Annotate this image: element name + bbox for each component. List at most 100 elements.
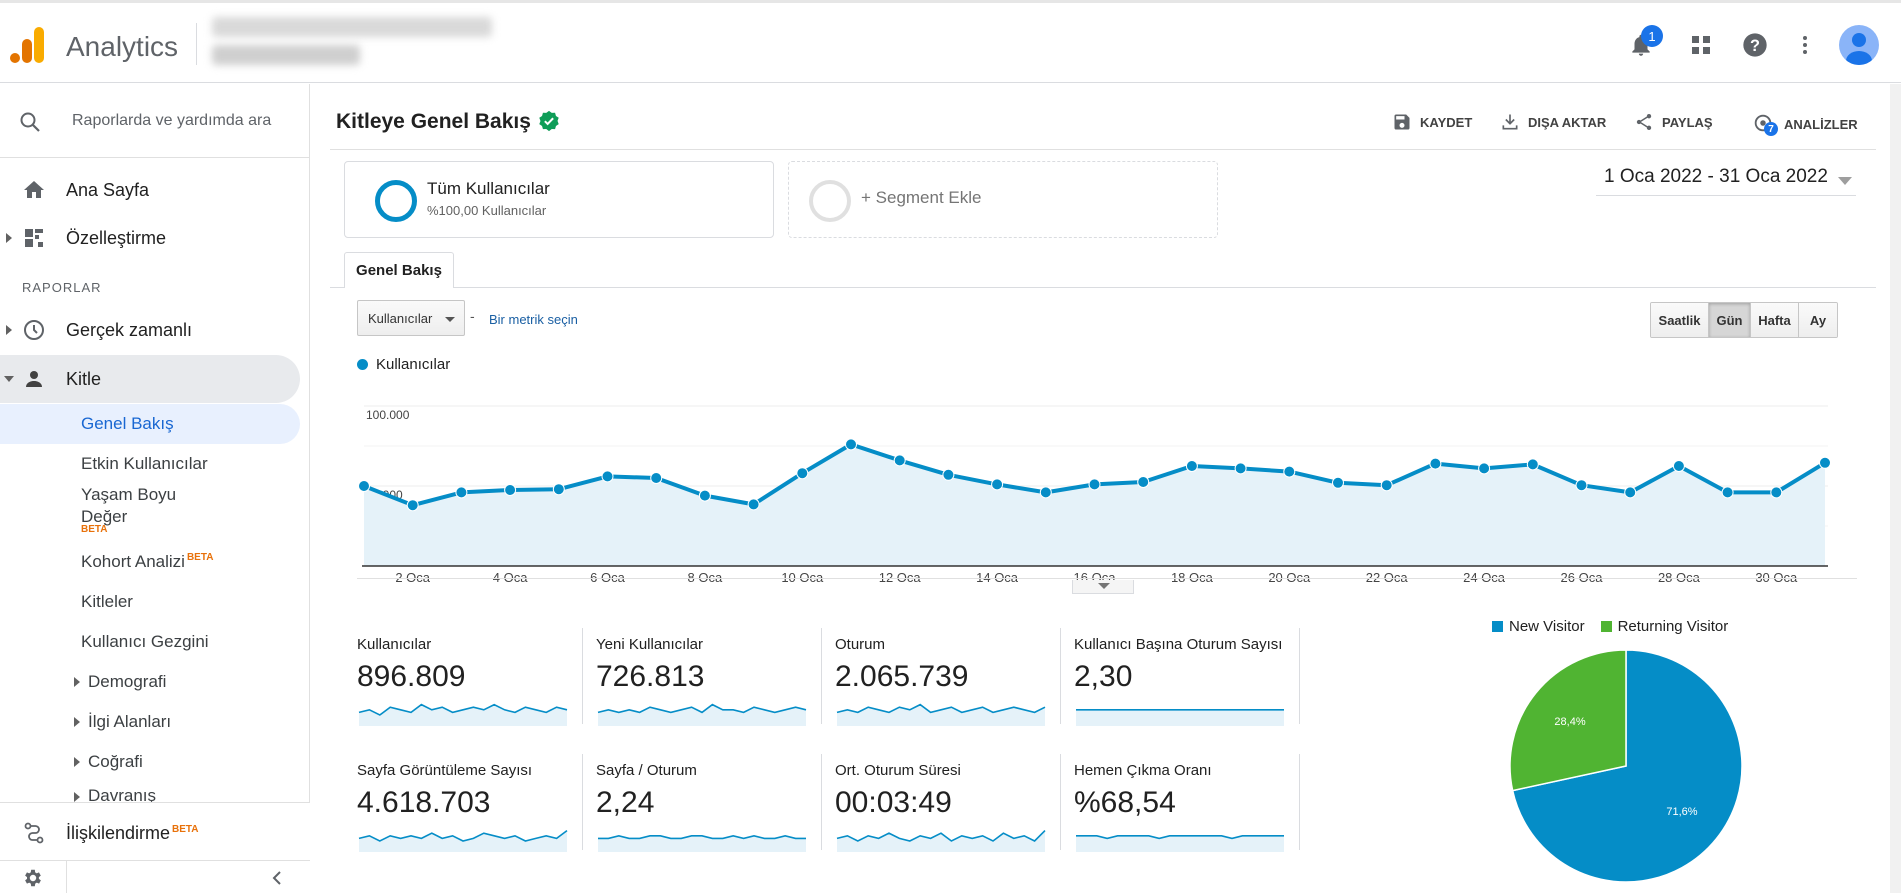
- help-button[interactable]: ?: [1739, 29, 1771, 61]
- sidebar-subitem-lifetime-value[interactable]: Yaşam Boyu Değer BETA: [0, 482, 300, 535]
- tab-overview[interactable]: Genel Bakış: [344, 252, 454, 288]
- sidebar-subitem-active-users[interactable]: Etkin Kullanıcılar: [0, 444, 300, 484]
- data-point[interactable]: [504, 484, 517, 496]
- sidebar-subitem-overview[interactable]: Genel Bakış: [0, 404, 300, 444]
- metric-value: 726.813: [596, 660, 705, 693]
- sidebar-item-audience[interactable]: Kitle: [0, 355, 300, 403]
- page-scrollbar[interactable]: [1890, 84, 1901, 893]
- sidebar-item-customization[interactable]: Özelleştirme: [0, 214, 300, 262]
- data-point[interactable]: [552, 483, 565, 496]
- collapse-sidebar-icon[interactable]: [270, 871, 284, 885]
- data-point[interactable]: [698, 489, 711, 502]
- data-point[interactable]: [1478, 462, 1491, 475]
- granularity-month[interactable]: Ay: [1799, 303, 1837, 337]
- visitor-pie-chart[interactable]: 71,6% 28,4%: [1496, 640, 1756, 893]
- data-point[interactable]: [1185, 460, 1198, 472]
- data-point[interactable]: [1526, 458, 1539, 471]
- data-point[interactable]: [1137, 476, 1150, 488]
- sidebar-subitem-cohort[interactable]: Kohort Analizi BETA: [0, 542, 300, 582]
- metric-value: %68,54: [1074, 786, 1176, 819]
- data-point[interactable]: [406, 499, 419, 512]
- expand-caret-icon: [74, 677, 80, 687]
- metric-dropdown[interactable]: Kullanıcılar: [357, 300, 465, 336]
- data-point[interactable]: [358, 480, 370, 492]
- data-point[interactable]: [1624, 486, 1637, 499]
- metric-card[interactable]: Oturum 2.065.739: [808, 636, 1046, 744]
- sidebar-subitem-user-explorer[interactable]: Kullanıcı Gezgini: [0, 622, 300, 662]
- share-button[interactable]: PAYLAŞ: [1634, 112, 1713, 132]
- sidebar-subitem-behavior[interactable]: Davranış: [0, 782, 300, 802]
- save-button[interactable]: KAYDET: [1392, 112, 1472, 132]
- export-button[interactable]: DIŞA AKTAR: [1500, 112, 1606, 132]
- beta-badge: BETA: [81, 524, 108, 535]
- sidebar-search[interactable]: Raporlarda ve yardımda ara: [0, 84, 310, 158]
- data-point[interactable]: [1819, 456, 1831, 469]
- account-avatar[interactable]: [1839, 25, 1879, 65]
- metric-card[interactable]: Ort. Oturum Süresi 00:03:49: [808, 762, 1046, 870]
- granularity-day[interactable]: Gün: [1709, 303, 1751, 337]
- sidebar-item-home[interactable]: Ana Sayfa: [0, 166, 300, 214]
- data-point[interactable]: [1429, 457, 1442, 470]
- sidebar-subitem-geo[interactable]: Coğrafi: [0, 742, 300, 782]
- metric-card[interactable]: Yeni Kullanıcılar 726.813: [569, 636, 807, 744]
- data-point[interactable]: [1283, 465, 1296, 478]
- add-segment-button[interactable]: + Segment Ekle: [788, 161, 1218, 238]
- metric-card[interactable]: Sayfa / Oturum 2,24: [569, 762, 806, 870]
- attribution-icon: [24, 822, 44, 844]
- sidebar-subitem-audiences[interactable]: Kitleler: [0, 582, 300, 622]
- sidebar-subitem-interests[interactable]: İlgi Alanları: [0, 702, 300, 742]
- sidebar-item-realtime[interactable]: Gerçek zamanlı: [0, 306, 300, 354]
- metric-card[interactable]: Kullanıcılar 896.809: [330, 636, 568, 744]
- data-point[interactable]: [1770, 486, 1783, 499]
- data-point[interactable]: [650, 472, 663, 484]
- sidebar-subitem-label: Davranış: [88, 786, 157, 802]
- metric-card[interactable]: Kullanıcı Başına Oturum Sayısı 2,30: [1047, 636, 1284, 744]
- granularity-hourly[interactable]: Saatlik: [1651, 303, 1709, 337]
- app-name[interactable]: Analytics: [66, 31, 179, 62]
- data-point[interactable]: [845, 438, 857, 451]
- data-point[interactable]: [601, 470, 614, 483]
- segment-all-users[interactable]: Tüm Kullanıcılar %100,00 Kullanıcılar: [344, 161, 774, 238]
- more-menu-button[interactable]: [1789, 29, 1821, 61]
- data-point[interactable]: [1721, 486, 1734, 499]
- data-point[interactable]: [455, 486, 468, 499]
- empty-segment-ring-icon: [809, 180, 851, 222]
- metric-card[interactable]: Sayfa Görüntüleme Sayısı 4.618.703: [330, 762, 568, 870]
- pie-legend-new[interactable]: New Visitor: [1492, 618, 1585, 635]
- pie-slice[interactable]: [1509, 649, 1627, 792]
- data-point[interactable]: [747, 498, 760, 511]
- account-selector[interactable]: [212, 17, 492, 37]
- data-point[interactable]: [1380, 479, 1393, 492]
- data-point[interactable]: [796, 467, 809, 480]
- granularity-week[interactable]: Hafta: [1751, 303, 1799, 337]
- pie-legend-returning[interactable]: Returning Visitor: [1600, 618, 1728, 635]
- account-selector-sub[interactable]: [212, 45, 360, 65]
- metric-sparkline: [598, 834, 806, 852]
- date-range-picker[interactable]: 1 Oca 2022 - 31 Oca 2022: [1596, 166, 1856, 196]
- sparkline-area: [837, 704, 1045, 726]
- data-point[interactable]: [991, 478, 1004, 491]
- sidebar-item-attribution[interactable]: İlişkilendirme BETA: [0, 809, 300, 857]
- data-point[interactable]: [1039, 486, 1052, 499]
- notifications-button[interactable]: 1: [1625, 25, 1663, 61]
- gear-icon[interactable]: [22, 867, 44, 889]
- chart-collapse-toggle[interactable]: [1072, 580, 1134, 594]
- sidebar-subitem-demographics[interactable]: Demografi: [0, 662, 300, 702]
- pie-slice[interactable]: [1511, 649, 1743, 883]
- data-point[interactable]: [893, 454, 906, 467]
- data-point[interactable]: [942, 468, 955, 481]
- metric-separator: [1299, 754, 1300, 850]
- data-point[interactable]: [1088, 478, 1101, 491]
- select-metric-link[interactable]: Bir metrik seçin: [489, 312, 578, 327]
- metric-card[interactable]: Hemen Çıkma Oranı %68,54: [1047, 762, 1284, 870]
- data-point[interactable]: [1575, 479, 1588, 492]
- data-point[interactable]: [1332, 476, 1344, 489]
- data-point[interactable]: [1234, 462, 1247, 475]
- x-tick-label: 24 Oca: [1463, 570, 1506, 584]
- insights-button[interactable]: 7 ANALİZLER: [1752, 112, 1858, 136]
- apps-button[interactable]: [1685, 29, 1717, 61]
- analytics-logo[interactable]: [8, 25, 48, 65]
- data-point[interactable]: [1672, 460, 1685, 472]
- x-tick-label: 8 Oca: [688, 570, 723, 584]
